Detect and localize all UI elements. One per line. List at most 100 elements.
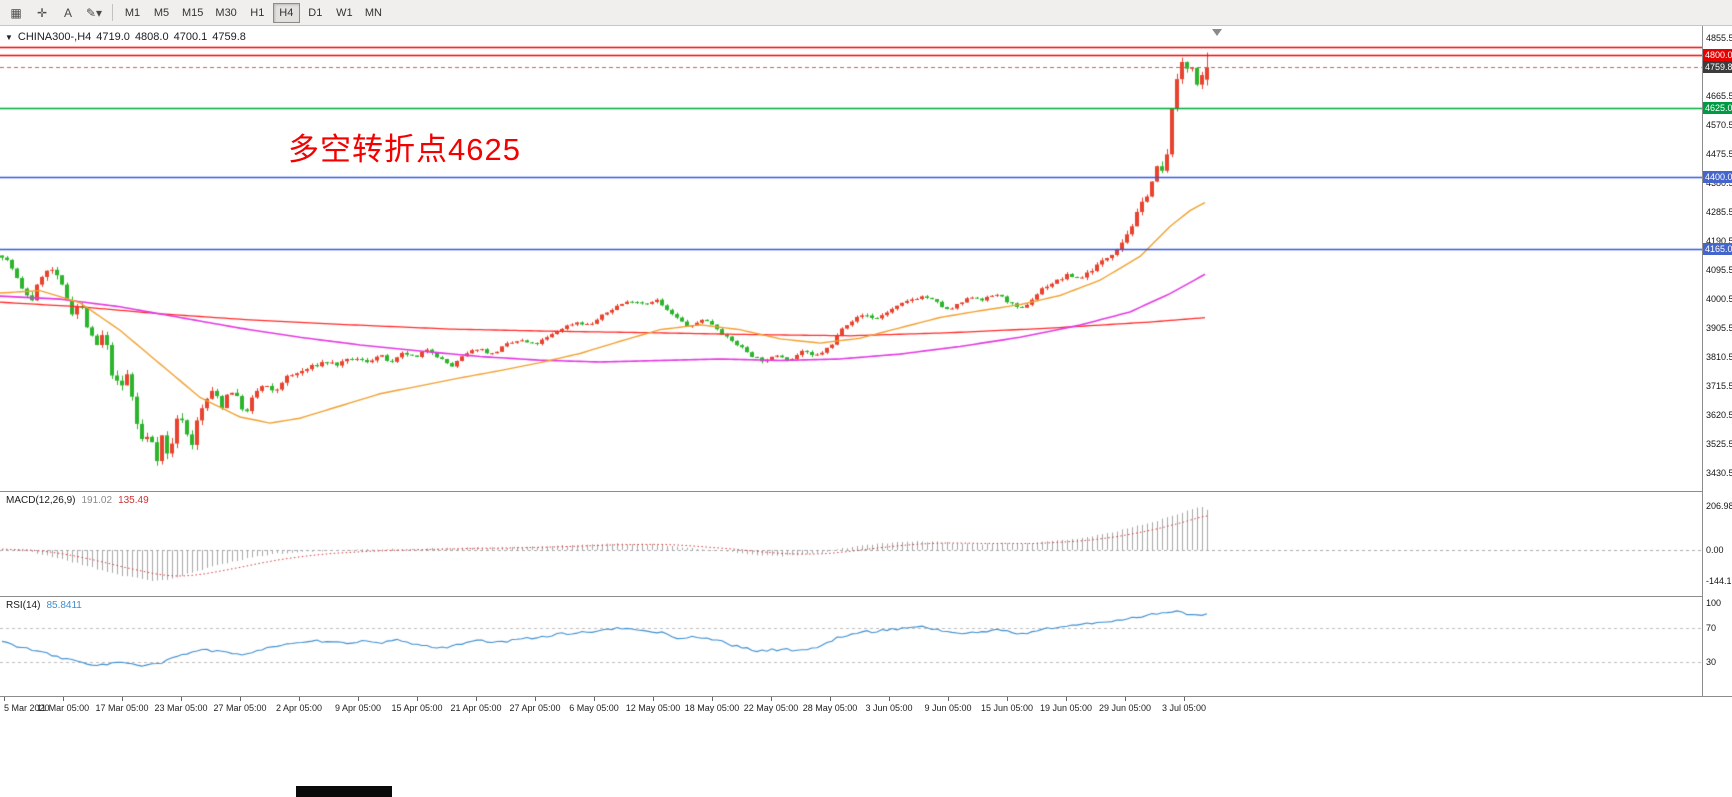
ohlc-low: 4700.1: [173, 31, 208, 43]
time-tick: [889, 697, 890, 701]
ohlc-high: 4808.0: [134, 31, 169, 43]
price-tick: 4190.5: [1706, 235, 1732, 246]
macd-panel-canvas[interactable]: [0, 492, 1702, 596]
time-tick: [181, 697, 182, 701]
time-tick: [63, 697, 64, 701]
time-label: 19 Jun 05:00: [1039, 703, 1093, 713]
panel-separator[interactable]: [0, 596, 1732, 597]
time-label: 3 Jun 05:00: [865, 703, 913, 713]
time-label: 9 Apr 05:00: [334, 703, 382, 713]
ohlc-close: 4759.8: [212, 31, 246, 43]
time-label: 2 Apr 05:00: [275, 703, 323, 713]
time-label: 29 Jun 05:00: [1098, 703, 1152, 713]
toolbar-separator: [112, 4, 113, 21]
timeframe-mn[interactable]: MN: [364, 6, 382, 19]
time-tick: [417, 697, 418, 701]
rsi-scale-tick: 30: [1706, 657, 1717, 667]
price-tick: 4475.5: [1706, 148, 1732, 159]
chart-annotation: 多空转折点4625: [288, 132, 521, 167]
time-label: 17 Mar 05:00: [95, 703, 149, 713]
time-tick: [712, 697, 713, 701]
price-badge-4625.0: 4625.0: [1703, 102, 1732, 115]
price-badge-4400.0: 4400.0: [1703, 171, 1732, 184]
price-tick: 4570.5: [1706, 119, 1732, 130]
macd-scale-tick: -144.17: [1706, 575, 1732, 586]
time-tick: [358, 697, 359, 701]
time-label: 27 Mar 05:00: [213, 703, 267, 713]
rsi-scale-tick: 100: [1706, 598, 1722, 608]
rsi-scale-tick: 70: [1706, 623, 1717, 634]
time-label: 22 May 05:00: [743, 703, 799, 713]
time-label: 23 Mar 05:00: [154, 703, 208, 713]
macd-main-value: 191.02: [81, 495, 113, 506]
chart-shift-marker[interactable]: [1212, 29, 1222, 36]
time-label: 15 Apr 05:00: [391, 703, 443, 713]
time-label: 18 May 05:00: [684, 703, 740, 713]
time-tick: [1184, 697, 1185, 701]
price-tick: 4855.5: [1706, 32, 1732, 43]
time-axis[interactable]: 5 Mar 2020 11 Mar 05:00 17 Mar 05:00 23 Mar…: [0, 696, 1732, 718]
time-tick: [4, 697, 5, 701]
time-label: 28 May 05:00: [802, 703, 858, 713]
price-tick: 3715.5: [1706, 380, 1732, 391]
time-tick: [771, 697, 772, 701]
rsi-panel-canvas[interactable]: [0, 597, 1702, 696]
timeframe-m30[interactable]: M30: [215, 6, 237, 19]
price-scale[interactable]: 4855.54760.54665.54570.54475.54380.54285…: [1702, 26, 1732, 718]
price-tick: 3430.5: [1706, 467, 1732, 478]
timeframe-d1[interactable]: D1: [308, 6, 323, 19]
text-tool-icon[interactable]: A: [63, 5, 72, 20]
draw-tool-icon[interactable]: ✎▾: [85, 5, 103, 20]
price-tick: 4000.5: [1706, 293, 1732, 304]
macd-label: MACD(12,26,9) 191.02 135.49: [6, 495, 149, 506]
timeframe-m5[interactable]: M5: [153, 6, 170, 19]
time-tick: [1007, 697, 1008, 701]
ohlc-open: 4719.0: [96, 31, 130, 43]
time-tick: [535, 697, 536, 701]
time-tick: [594, 697, 595, 701]
time-label: 21 Apr 05:00: [450, 703, 502, 713]
timeframe-h1[interactable]: H1: [250, 6, 265, 19]
main-chart-canvas[interactable]: [0, 26, 1702, 491]
time-label: 5 Mar 2020: [4, 703, 50, 713]
price-tick: 4095.5: [1706, 264, 1732, 275]
time-tick: [830, 697, 831, 701]
timeframe-m15[interactable]: M15: [182, 6, 204, 19]
price-badge-4759.8: 4759.8: [1703, 61, 1732, 74]
time-label: 3 Jul 05:00: [1161, 703, 1207, 713]
time-label: 11 Mar 05:00: [36, 703, 90, 713]
timeframe-h4[interactable]: H4: [272, 2, 300, 23]
time-label: 27 Apr 05:00: [509, 703, 561, 713]
timeframe-w1[interactable]: W1: [336, 6, 353, 19]
price-tick: 3620.5: [1706, 409, 1732, 420]
time-tick: [122, 697, 123, 701]
macd-name: MACD(12,26,9): [6, 495, 76, 506]
timeframe-buttons: M1 M5 M15 M30 H1 H4 D1 W1 MN: [119, 2, 387, 23]
macd-scale-tick: 206.98: [1706, 500, 1732, 511]
rsi-value: 85.8411: [46, 600, 82, 611]
grid-icon[interactable]: ▦: [10, 5, 22, 20]
timeframe-m1[interactable]: M1: [124, 6, 141, 19]
time-tick: [653, 697, 654, 701]
price-tick: 3905.5: [1706, 322, 1732, 333]
time-tick: [240, 697, 241, 701]
time-label: 15 Jun 05:00: [980, 703, 1034, 713]
toolbar-icons: ▦ ✛ A ✎▾: [4, 3, 106, 23]
price-tick: 3525.5: [1706, 438, 1732, 449]
rsi-label: RSI(14) 85.8411: [6, 600, 82, 611]
symbol-period-label: CHINA300-,H4: [17, 31, 92, 43]
panel-separator[interactable]: [0, 491, 1732, 492]
chart-title: ▼ CHINA300-,H4 4719.0 4808.0 4700.1 4759…: [5, 31, 246, 43]
symbol-dropdown-icon[interactable]: ▼: [5, 32, 13, 42]
price-badge-4165.0: 4165.0: [1703, 242, 1732, 255]
time-label: 9 Jun 05:00: [924, 703, 972, 713]
time-tick: [299, 697, 300, 701]
price-tick: 4665.5: [1706, 90, 1732, 101]
rsi-name: RSI(14): [6, 600, 41, 611]
price-tick: 4285.5: [1706, 206, 1732, 217]
time-label: 6 May 05:00: [569, 703, 619, 713]
crosshair-icon[interactable]: ✛: [36, 5, 48, 20]
bottom-black-strip: [296, 786, 392, 797]
time-label: 12 May 05:00: [625, 703, 681, 713]
